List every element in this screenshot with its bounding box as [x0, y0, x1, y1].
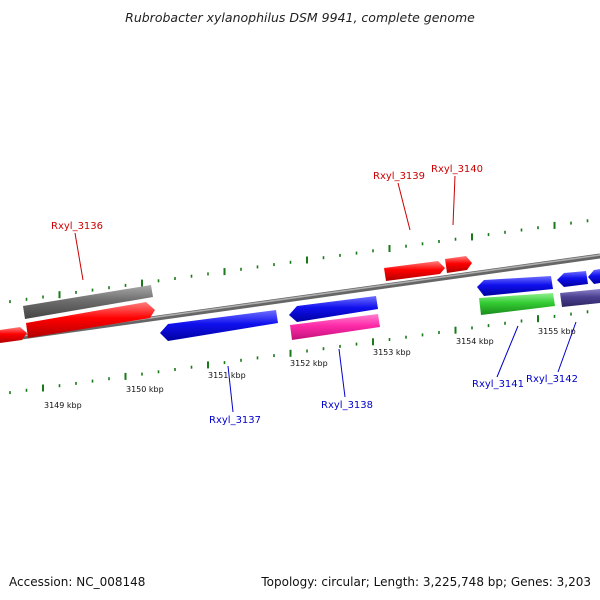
- gene-arrow-forward[interactable]: [0, 327, 27, 343]
- gene-arrow-rxyl-3141-green[interactable]: [479, 293, 555, 315]
- reverse-tick-track: [9, 310, 589, 395]
- ruler-label-3151: 3151 kbp: [208, 371, 246, 380]
- ruler-label-3152: 3152 kbp: [290, 359, 328, 368]
- leader-rxyl-3138: [338, 348, 346, 398]
- gene-label-group: Rxyl_3136 Rxyl_3137 Rxyl_3138 Rxyl_3139 …: [51, 164, 578, 426]
- gene-arrow-rxyl-3138[interactable]: [290, 314, 380, 340]
- gene-arrow-rxyl-3136-grey[interactable]: [23, 285, 153, 319]
- leader-rxyl-3136: [74, 232, 84, 281]
- ruler-label-3155: 3155 kbp: [538, 327, 576, 336]
- ruler-label-3153: 3153 kbp: [373, 348, 411, 357]
- leader-rxyl-3142: [557, 321, 577, 373]
- leader-rxyl-3139: [397, 182, 411, 231]
- leader-rxyl-3140: [452, 175, 456, 226]
- ruler-label-3150: 3150 kbp: [126, 385, 164, 394]
- gene-arrow-rxyl-3142[interactable]: [557, 271, 588, 287]
- forward-tick-track: [9, 219, 589, 304]
- gene-arrow-rxyl-3136[interactable]: [26, 302, 155, 338]
- gene-label-rxyl-3142[interactable]: Rxyl_3142: [526, 374, 578, 385]
- gene-label-rxyl-3138[interactable]: Rxyl_3138: [321, 400, 373, 411]
- ruler-label-3149: 3149 kbp: [44, 401, 82, 410]
- genome-summary-text: Topology: circular; Length: 3,225,748 bp…: [261, 575, 591, 589]
- leader-rxyl-3141: [496, 325, 519, 378]
- leader-rxyl-3137: [227, 365, 234, 413]
- ruler-label-3154: 3154 kbp: [456, 337, 494, 346]
- gene-arrow-rxyl-3139[interactable]: [384, 261, 445, 281]
- gene-features: [0, 256, 600, 343]
- gene-arrow-rxyl-3140[interactable]: [445, 256, 472, 273]
- gene-label-rxyl-3140[interactable]: Rxyl_3140: [431, 164, 483, 175]
- gene-arrow-reverse-edge[interactable]: [588, 269, 600, 284]
- ruler-label-group: 3149 kbp 3150 kbp 3151 kbp 3152 kbp 3153…: [44, 327, 576, 410]
- gene-label-rxyl-3139[interactable]: Rxyl_3139: [373, 171, 425, 182]
- gene-label-rxyl-3137[interactable]: Rxyl_3137: [209, 415, 261, 426]
- genome-title: Rubrobacter xylanophilus DSM 9941, compl…: [125, 10, 475, 25]
- gene-arrow-rxyl-3141[interactable]: [477, 276, 553, 296]
- gene-arrow-rxyl-3137[interactable]: [160, 310, 278, 341]
- label-leaders: [74, 175, 577, 413]
- gene-label-rxyl-3136[interactable]: Rxyl_3136: [51, 221, 103, 232]
- gene-label-rxyl-3141[interactable]: Rxyl_3141: [472, 379, 524, 390]
- accession-text: Accession: NC_008148: [9, 575, 146, 589]
- gene-arrow-rxyl-3142-slate[interactable]: [560, 289, 600, 307]
- gene-arrow-rxyl-3138-blue[interactable]: [289, 296, 378, 322]
